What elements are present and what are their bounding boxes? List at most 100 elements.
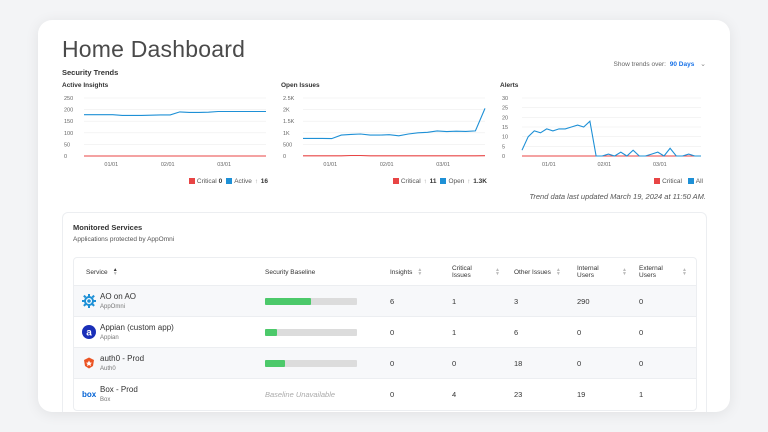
- svg-text:a: a: [86, 328, 92, 339]
- security-baseline-cell: [265, 317, 357, 348]
- column-other-issues[interactable]: Other Issues ▲ ▼: [514, 267, 561, 277]
- table-row[interactable]: AO on AO AppOmni 6 1 3 290 0: [74, 286, 696, 317]
- svg-text:0: 0: [502, 154, 505, 160]
- services-table: Service ▲ ▼ Security Baseline Insights ▲ ▼ C…: [73, 257, 697, 411]
- sort-icon[interactable]: ▲ ▼: [417, 267, 423, 277]
- legend-item[interactable]: Active ↑ 16: [226, 178, 272, 185]
- trend-range-value[interactable]: 90 Days: [669, 61, 695, 68]
- sort-icon[interactable]: ▲ ▼: [555, 267, 561, 277]
- security-baseline-fill: [265, 360, 286, 367]
- column-service[interactable]: Service ▲ ▼: [86, 267, 118, 277]
- panel-title: Monitored Services: [73, 223, 143, 232]
- other-issues-cell: 3: [514, 297, 519, 306]
- table-row[interactable]: a Appian (custom app) Appian 0 1 6 0 0: [74, 317, 696, 348]
- service-org: Auth0: [100, 366, 116, 372]
- svg-text:500: 500: [283, 142, 292, 148]
- chevron-down-icon[interactable]: ⌄: [700, 61, 706, 68]
- svg-text:200: 200: [64, 108, 73, 114]
- chart-plot: 30 25 20 15 10 5 0 01/01 02/01 03/01: [502, 96, 701, 168]
- service-name[interactable]: Appian (custom app): [100, 323, 174, 332]
- svg-text:5: 5: [502, 144, 505, 150]
- insights-cell: 6: [390, 297, 395, 306]
- svg-text:25: 25: [502, 106, 508, 112]
- panel-subtitle: Applications protected by AppOmni: [73, 236, 175, 243]
- legend-swatch-icon: [440, 178, 447, 184]
- chart-legend: Critical All: [654, 178, 707, 185]
- insights-cell: 0: [390, 390, 395, 399]
- column-insights[interactable]: Insights ▲ ▼: [390, 267, 423, 277]
- service-name[interactable]: auth0 - Prod: [100, 354, 145, 363]
- external-users-cell: 0: [639, 359, 644, 368]
- svg-text:03/01: 03/01: [436, 162, 450, 168]
- last-updated-text: Trend data last updated March 19, 2024 a…: [529, 192, 706, 201]
- security-baseline-cell: [265, 348, 357, 379]
- insights-cell: 0: [390, 359, 395, 368]
- sort-icon[interactable]: ▲ ▼: [112, 267, 118, 277]
- service-name[interactable]: AO on AO: [100, 292, 137, 301]
- column-critical-issues[interactable]: Critical Issues ▲ ▼: [452, 265, 500, 279]
- other-issues-cell: 6: [514, 328, 519, 337]
- legend-item[interactable]: Open ↑ 1.3K: [440, 178, 491, 185]
- table-row[interactable]: auth0 - Prod Auth0 0 0 18 0 0: [74, 348, 696, 379]
- svg-text:03/01: 03/01: [653, 162, 667, 168]
- external-users-cell: 1: [639, 390, 644, 399]
- chart-alerts: Alerts 30 25 20 15 10 5 0 01/01 02/01 03/01 Critic…: [500, 82, 707, 188]
- svg-text:50: 50: [64, 142, 70, 148]
- critical-issues-cell: 1: [452, 328, 457, 337]
- svg-text:2K: 2K: [283, 108, 290, 114]
- legend-item[interactable]: All: [687, 178, 707, 185]
- svg-text:1.5K: 1.5K: [283, 119, 295, 125]
- svg-text:100: 100: [64, 131, 73, 137]
- legend-item[interactable]: Critical 0: [188, 178, 226, 185]
- sort-icon[interactable]: ▲ ▼: [682, 267, 687, 277]
- chart-title: Active Insights: [62, 82, 109, 89]
- svg-text:01/01: 01/01: [323, 162, 337, 168]
- svg-text:2.5K: 2.5K: [283, 96, 295, 102]
- chart-legend: Critical ↑ 11 Open ↑ 1.3K: [392, 178, 491, 185]
- internal-users-cell: 290: [577, 297, 590, 306]
- legend-item[interactable]: Critical ↑ 11: [392, 178, 441, 185]
- service-org: AppOmni: [100, 304, 126, 310]
- table-row[interactable]: box Box - Prod Box Baseline Unavailable …: [74, 379, 696, 410]
- monitored-services-panel: Monitored Services Applications protecte…: [62, 212, 707, 412]
- legend-swatch-icon: [226, 178, 233, 184]
- appian-logo-icon: a: [82, 325, 96, 339]
- trend-range-selector[interactable]: Show trends over: 90 Days ⌄: [614, 60, 706, 68]
- security-baseline-bar: [265, 360, 357, 367]
- sort-icon[interactable]: ▲ ▼: [622, 267, 627, 277]
- box-logo-icon: box: [82, 387, 97, 401]
- svg-text:02/01: 02/01: [161, 162, 175, 168]
- section-title: Security Trends: [62, 68, 119, 77]
- security-baseline-cell: Baseline Unavailable: [265, 379, 335, 410]
- page-title: Home Dashboard: [62, 36, 246, 62]
- svg-text:02/01: 02/01: [597, 162, 611, 168]
- svg-text:30: 30: [502, 96, 508, 102]
- security-baseline-fill: [265, 329, 277, 336]
- internal-users-cell: 19: [577, 390, 586, 399]
- security-baseline-bar: [265, 329, 357, 336]
- sort-icon[interactable]: ▲ ▼: [495, 267, 500, 277]
- baseline-unavailable-text: Baseline Unavailable: [265, 390, 336, 399]
- svg-text:02/01: 02/01: [380, 162, 394, 168]
- chart-title: Open Issues: [281, 82, 320, 89]
- critical-issues-cell: 1: [452, 297, 457, 306]
- column-external-users[interactable]: External Users ▲ ▼: [639, 265, 687, 279]
- legend-swatch-icon: [687, 178, 694, 184]
- legend-swatch-icon: [392, 178, 399, 184]
- service-name[interactable]: Box - Prod: [100, 385, 138, 394]
- legend-item[interactable]: Critical: [654, 178, 688, 185]
- trend-range-label: Show trends over:: [613, 61, 666, 68]
- svg-text:1K: 1K: [283, 131, 290, 137]
- security-baseline-cell: [265, 286, 357, 317]
- insights-cell: 0: [390, 328, 395, 337]
- security-baseline-bar: [265, 298, 357, 305]
- auth0-logo-icon: [82, 356, 96, 370]
- table-header: Service ▲ ▼ Security Baseline Insights ▲ ▼ C…: [74, 258, 696, 286]
- critical-issues-cell: 0: [452, 359, 457, 368]
- column-internal-users[interactable]: Internal Users ▲ ▼: [577, 265, 627, 279]
- internal-users-cell: 0: [577, 328, 582, 337]
- column-security-baseline: Security Baseline: [265, 268, 316, 276]
- svg-text:01/01: 01/01: [104, 162, 118, 168]
- internal-users-cell: 0: [577, 359, 582, 368]
- chart-plot: 250 200 150 100 50 0 01/01 02/01 03/01: [64, 96, 266, 168]
